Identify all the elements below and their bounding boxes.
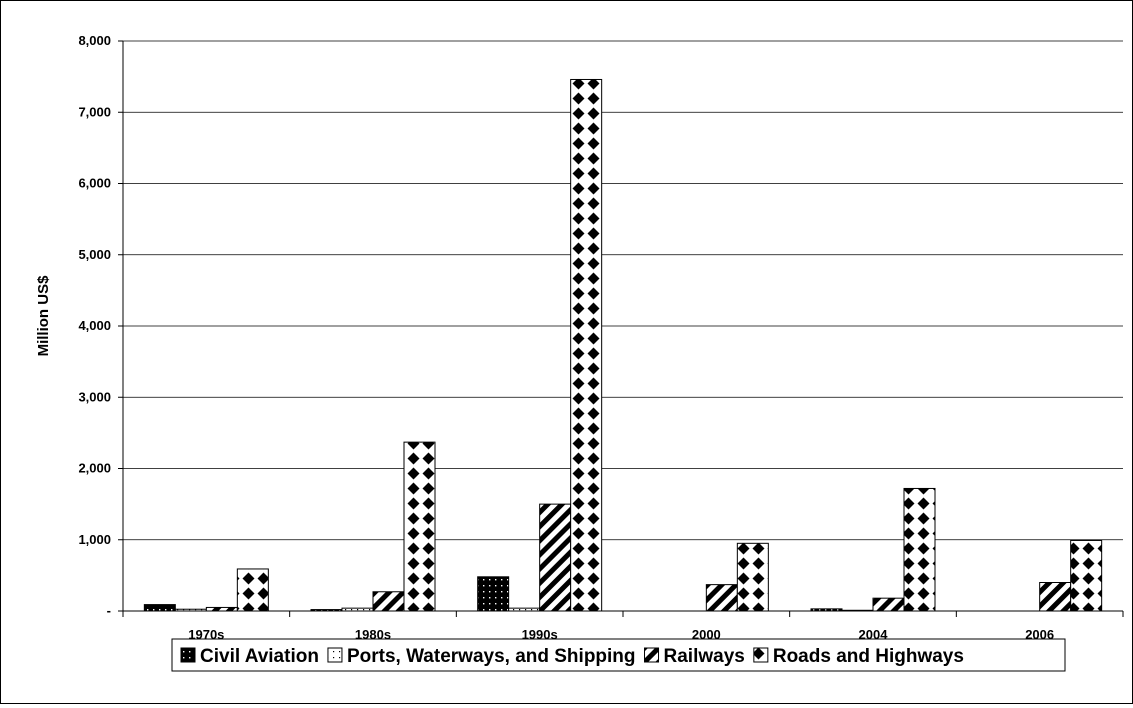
legend-swatch-diamond-checker xyxy=(753,647,769,663)
bar-diagonal-stripes-1970s xyxy=(205,606,238,612)
legend-label: Roads and Highways xyxy=(773,646,964,667)
legend-box xyxy=(171,638,1066,672)
x-tick-labels: 1970s 1980s 1990s 2000 2004 2006 xyxy=(188,627,1054,642)
x-tick-label: 2004 xyxy=(859,627,889,642)
bar-diamond-checker-2000 xyxy=(736,542,769,612)
y-tick-label: 3,000 xyxy=(78,389,111,404)
y-tick-label: 6,000 xyxy=(78,176,111,191)
y-axis-title-group: Million US$ xyxy=(35,275,52,356)
x-tick-label: 1990s xyxy=(522,627,558,642)
bar-dotted-black-1970s xyxy=(143,604,176,612)
x-tick-label: 1980s xyxy=(355,627,391,642)
bar-diagonal-stripes-1980s xyxy=(372,591,405,612)
y-tick-labels: - 1,000 2,000 3,000 4,000 5,000 6,000 7,000 8,00… xyxy=(78,33,111,618)
bar-diamond-checker-2004 xyxy=(903,487,936,612)
bar-diagonal-stripes-1990s xyxy=(539,503,572,612)
bar-diamond-checker-1980s xyxy=(403,441,436,612)
gridlines xyxy=(123,40,1123,541)
bar-dotted-black-1990s xyxy=(477,576,510,612)
y-tick-label: - xyxy=(107,603,111,618)
bars xyxy=(143,78,1103,612)
y-tick-label: 8,000 xyxy=(78,33,111,48)
y-tick-label: 5,000 xyxy=(78,247,111,262)
bar-diagonal-stripes-2004 xyxy=(872,597,905,612)
y-tick-label: 4,000 xyxy=(78,318,111,333)
y-tick-label: 1,000 xyxy=(78,532,111,547)
bar-diagonal-stripes-2000 xyxy=(705,584,738,612)
legend-swatch-dotted-black xyxy=(180,647,196,663)
bar-diamond-checker-1990s xyxy=(570,78,603,612)
axes xyxy=(118,40,1124,617)
bar-diagonal-stripes-2006 xyxy=(1039,582,1072,612)
y-tick-label: 7,000 xyxy=(78,104,111,119)
legend-label: Railways xyxy=(664,646,745,667)
legend-label: Ports, Waterways, and Shipping xyxy=(347,646,636,667)
x-tick-label: 2000 xyxy=(692,627,721,642)
legend-label: Civil Aviation xyxy=(200,646,319,667)
bar-diamond-checker-1970s xyxy=(236,568,269,612)
legend-swatch-diagonal-stripes xyxy=(644,647,660,663)
legend-swatch-dotted-white xyxy=(327,647,343,663)
legend-items: Civil Aviation Ports, Waterways, and Ship… xyxy=(180,646,964,667)
x-tick-label: 2006 xyxy=(1025,627,1054,642)
bar-diamond-checker-2006 xyxy=(1070,539,1103,612)
legend: Civil Aviation Ports, Waterways, and Ship… xyxy=(171,638,1066,672)
y-tick-label: 2,000 xyxy=(78,461,111,476)
y-axis-title: Million US$ xyxy=(35,275,52,356)
x-tick-label: 1970s xyxy=(188,627,224,642)
